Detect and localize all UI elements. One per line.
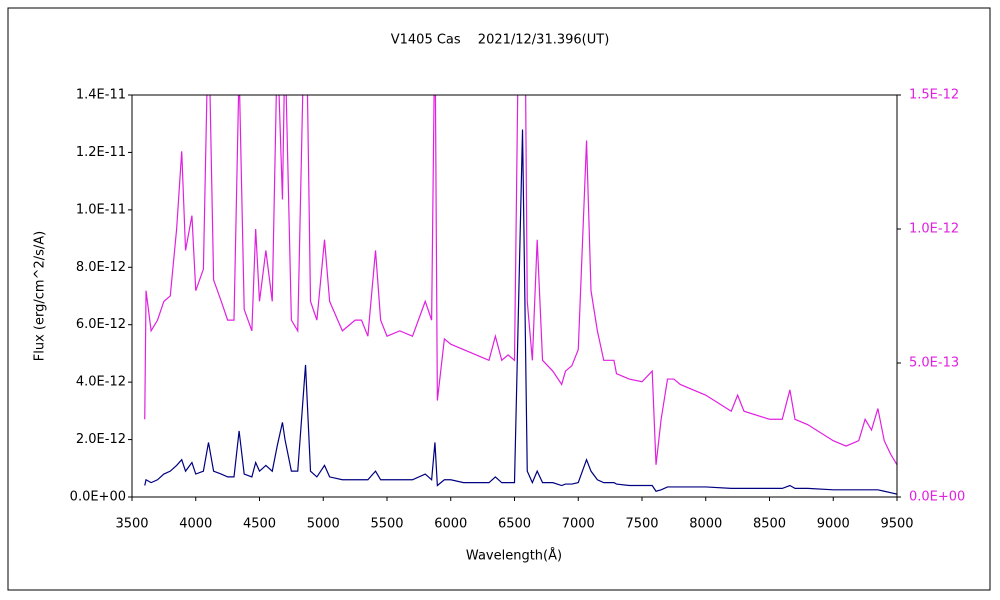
x-tick-label: 4500 (243, 517, 276, 532)
x-tick-label: 6500 (498, 517, 531, 532)
y-tick-label: 2.0E-12 (76, 432, 126, 447)
y-axis-label: Flux (erg/cm^2/s/A) (33, 231, 48, 361)
y-tick-label: 0.0E+00 (70, 490, 126, 505)
x-axis-label: Wavelength(Å) (466, 548, 562, 564)
y-tick-label: 1.4E-11 (76, 88, 126, 103)
x-tick-label: 8500 (753, 517, 786, 532)
y-tick-label: 1.0E-11 (76, 202, 126, 217)
y-tick-label: 6.0E-12 (76, 317, 126, 332)
x-tick-label: 7500 (625, 517, 658, 532)
chart-title: V1405 Cas 2021/12/31.396(UT) (391, 33, 610, 48)
y-tick-label: 4.0E-12 (76, 375, 126, 390)
x-tick-label: 8000 (689, 517, 722, 532)
x-tick-label: 7000 (562, 517, 595, 532)
x-tick-label: 4000 (179, 517, 212, 532)
spectrum-line (144, 95, 897, 466)
x-tick-label: 9500 (880, 517, 913, 532)
y2-tick-label: 1.0E-12 (909, 222, 959, 237)
y-tick-label: 8.0E-12 (76, 260, 126, 275)
y2-tick-label: 5.0E-13 (909, 356, 959, 371)
x-tick-label: 3500 (115, 517, 148, 532)
y2-tick-label: 1.5E-12 (909, 88, 959, 103)
plot-lines (144, 95, 897, 495)
x-tick-label: 5000 (307, 517, 340, 532)
spectrum-line (144, 129, 897, 495)
y2-tick-label: 0.0E+00 (909, 490, 965, 505)
x-tick-label: 5500 (370, 517, 403, 532)
x-tick-label: 6000 (434, 517, 467, 532)
y-tick-label: 1.2E-11 (76, 145, 126, 160)
chart-border (7, 7, 991, 591)
x-tick-label: 9000 (817, 517, 850, 532)
